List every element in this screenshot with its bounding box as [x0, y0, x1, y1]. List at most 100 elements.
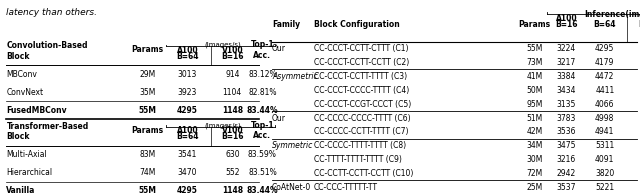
Text: 3923: 3923	[178, 87, 197, 97]
Text: CC-CCCT-CCTT-TTTT (C3): CC-CCCT-CCTT-TTTT (C3)	[314, 72, 407, 81]
Text: FusedMBConv: FusedMBConv	[6, 106, 67, 115]
Text: 4066: 4066	[595, 100, 614, 109]
Text: CoAtNet-0: CoAtNet-0	[272, 183, 311, 192]
Text: 4295: 4295	[177, 186, 198, 194]
Text: B=16: B=16	[221, 52, 244, 61]
Text: Vanilla: Vanilla	[6, 186, 36, 194]
Text: 552: 552	[225, 168, 239, 177]
Text: 73M: 73M	[526, 58, 543, 67]
Text: 29M: 29M	[139, 69, 156, 79]
Text: 42M: 42M	[526, 127, 543, 136]
Text: V100: V100	[639, 14, 640, 23]
Text: Multi-Axial: Multi-Axial	[6, 150, 47, 159]
Text: 4998: 4998	[595, 113, 614, 122]
Text: 3537: 3537	[557, 183, 576, 192]
Text: CC-CCTT-CCTT-CCTT (C10): CC-CCTT-CCTT-CCTT (C10)	[314, 169, 413, 178]
Text: 4295: 4295	[177, 106, 198, 115]
Text: 1148: 1148	[221, 106, 243, 115]
Text: 5221: 5221	[595, 183, 614, 192]
Text: 4091: 4091	[595, 155, 614, 164]
Text: 1104: 1104	[223, 87, 242, 97]
Text: 3224: 3224	[557, 44, 576, 53]
Text: 55M: 55M	[526, 44, 543, 53]
Text: V100: V100	[221, 126, 243, 135]
Text: 3135: 3135	[557, 100, 576, 109]
Text: 4941: 4941	[595, 127, 614, 136]
Text: Top-1
Acc.: Top-1 Acc.	[251, 40, 274, 60]
Text: V100: V100	[221, 46, 243, 55]
Text: 2942: 2942	[557, 169, 576, 178]
Text: 3434: 3434	[557, 86, 576, 95]
Text: Top-1
Acc.: Top-1 Acc.	[251, 121, 274, 140]
Text: Our: Our	[272, 113, 286, 122]
Text: 3536: 3536	[557, 127, 576, 136]
Text: ConvNext: ConvNext	[6, 87, 44, 97]
Text: 3475: 3475	[557, 141, 576, 150]
Text: Params: Params	[131, 45, 163, 55]
Text: 3820: 3820	[595, 169, 614, 178]
Text: CC-CCCC-CCCC-TTTT (C6): CC-CCCC-CCCC-TTTT (C6)	[314, 113, 410, 122]
Text: B=16: B=16	[221, 132, 244, 141]
Text: 3541: 3541	[178, 150, 197, 159]
Text: B=64: B=64	[176, 132, 199, 141]
Text: Params: Params	[518, 20, 550, 29]
Text: 55M: 55M	[138, 186, 156, 194]
Text: CC-CCCC-CCTT-TTTT (C7): CC-CCCC-CCTT-TTTT (C7)	[314, 127, 408, 136]
Text: 51M: 51M	[526, 113, 543, 122]
Text: 3470: 3470	[178, 168, 197, 177]
Text: 41M: 41M	[526, 72, 543, 81]
Text: 3384: 3384	[557, 72, 576, 81]
Text: Block Configuration: Block Configuration	[314, 20, 399, 29]
Text: 5311: 5311	[595, 141, 614, 150]
Text: 95M: 95M	[526, 100, 543, 109]
Text: 3216: 3216	[557, 155, 576, 164]
Text: 83.44%: 83.44%	[246, 186, 278, 194]
Text: Hierarchical: Hierarchical	[6, 168, 52, 177]
Text: B=16: B=16	[555, 20, 578, 29]
Text: Our: Our	[272, 44, 286, 53]
Text: 4411: 4411	[595, 86, 614, 95]
Text: 83M: 83M	[139, 150, 156, 159]
Text: Family: Family	[272, 20, 300, 29]
Text: 3013: 3013	[178, 69, 197, 79]
Text: 914: 914	[225, 69, 239, 79]
Text: 82.81%: 82.81%	[248, 87, 276, 97]
Text: Convolution-Based
Block: Convolution-Based Block	[6, 41, 88, 61]
Text: 55M: 55M	[138, 106, 156, 115]
Text: 4179: 4179	[595, 58, 614, 67]
Text: CC-CCC-TTTTT-TT: CC-CCC-TTTTT-TT	[314, 183, 378, 192]
Text: 25M: 25M	[526, 183, 543, 192]
Text: 50M: 50M	[526, 86, 543, 95]
Text: CC-CCCC-TTTT-TTTT (C8): CC-CCCC-TTTT-TTTT (C8)	[314, 141, 406, 150]
Text: CC-CCCT-CCCC-TTTT (C4): CC-CCCT-CCCC-TTTT (C4)	[314, 86, 409, 95]
Text: (Images/s): (Images/s)	[204, 42, 241, 48]
Text: 630: 630	[225, 150, 239, 159]
Text: B=64: B=64	[593, 20, 616, 29]
Text: Symmetric: Symmetric	[272, 141, 314, 150]
Text: 4295: 4295	[595, 44, 614, 53]
Text: B=16: B=16	[638, 20, 640, 29]
Text: CC-CCCT-CCGT-CCCT (C5): CC-CCCT-CCGT-CCCT (C5)	[314, 100, 411, 109]
Text: Transformer-Based
Block: Transformer-Based Block	[6, 122, 89, 141]
Text: latency than others.: latency than others.	[6, 8, 97, 17]
Text: 83.12%: 83.12%	[248, 69, 276, 79]
Text: MBConv: MBConv	[6, 69, 37, 79]
Text: 35M: 35M	[139, 87, 156, 97]
Text: 83.44%: 83.44%	[246, 106, 278, 115]
Text: CC-TTTT-TTTT-TTTT (C9): CC-TTTT-TTTT-TTTT (C9)	[314, 155, 401, 164]
Text: A100: A100	[177, 126, 198, 135]
Text: CC-CCCT-CCTT-CTTT (C1): CC-CCCT-CCTT-CTTT (C1)	[314, 44, 408, 53]
Text: A100: A100	[177, 46, 198, 55]
Text: Inference(images/s): Inference(images/s)	[584, 10, 640, 19]
Text: B=64: B=64	[176, 52, 199, 61]
Text: 83.51%: 83.51%	[248, 168, 276, 177]
Text: 3217: 3217	[557, 58, 576, 67]
Text: A100: A100	[556, 14, 577, 23]
Text: 30M: 30M	[526, 155, 543, 164]
Text: CC-CCCT-CCTT-CCTT (C2): CC-CCCT-CCTT-CCTT (C2)	[314, 58, 409, 67]
Text: 34M: 34M	[526, 141, 543, 150]
Text: (Images/s): (Images/s)	[204, 122, 241, 129]
Text: 83.59%: 83.59%	[248, 150, 277, 159]
Text: 3783: 3783	[557, 113, 576, 122]
Text: 74M: 74M	[139, 168, 156, 177]
